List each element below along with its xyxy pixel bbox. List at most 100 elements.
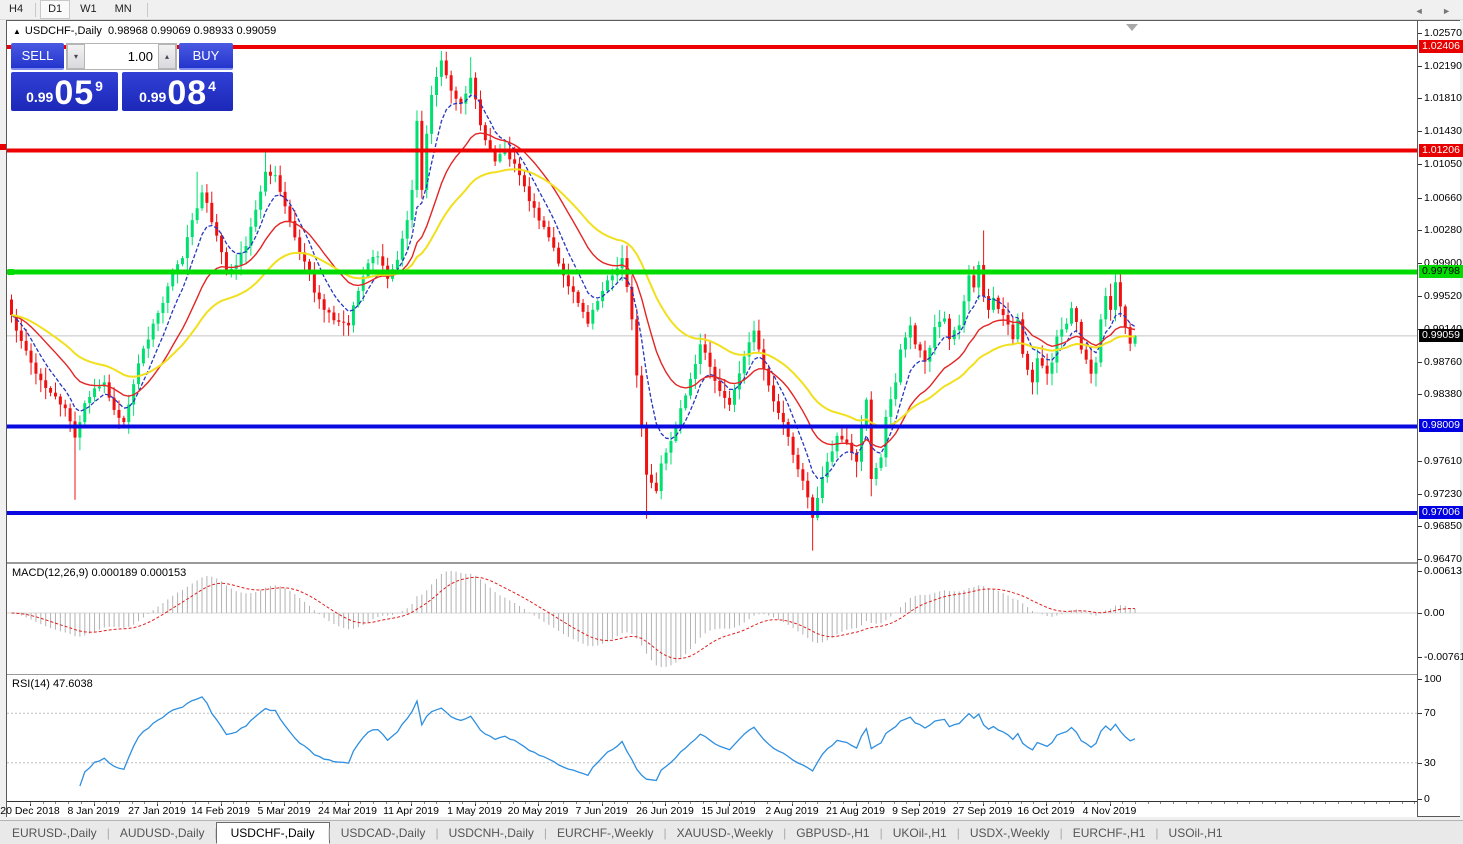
chevron-down-icon: ▾ xyxy=(73,52,78,61)
ma-mid-line xyxy=(11,132,1136,449)
chart-tab-audusddaily[interactable]: AUDUSD-,Daily xyxy=(119,826,205,840)
hline-handle[interactable] xyxy=(8,269,14,276)
macd-axis-label: 0.00 xyxy=(1424,607,1445,619)
price-tick xyxy=(1418,65,1422,67)
buy-price-prefix: 0.99 xyxy=(139,89,167,105)
time-tick-label: 27 Jan 2019 xyxy=(128,805,186,817)
chevron-up-icon: ▴ xyxy=(164,52,169,61)
time-tick xyxy=(1109,802,1111,806)
buy-price-point: 4 xyxy=(208,78,216,94)
sell-button[interactable]: SELL xyxy=(11,43,64,70)
chart-tab-bar: EURUSD-,Daily|AUDUSD-,Daily|USDCHF-,Dail… xyxy=(0,820,1463,844)
price-tick-label: 1.01430 xyxy=(1424,125,1462,138)
price-tick xyxy=(1418,98,1422,100)
price-tick xyxy=(1418,394,1422,396)
price-tick xyxy=(1418,526,1422,528)
price-tick xyxy=(1418,263,1422,265)
chart-shift-marker-icon[interactable] xyxy=(1126,24,1138,31)
buy-button[interactable]: BUY xyxy=(179,43,233,70)
time-tick-label: 21 Aug 2019 xyxy=(826,805,885,817)
price-tick-label: 0.96470 xyxy=(1424,553,1462,566)
one-click-trading-panel: SELL ▾ 1.00 ▴ BUY 0.99 05 9 0.99 08 4 xyxy=(11,43,233,111)
chart-tab-usdxweekly[interactable]: USDX-,Weekly xyxy=(969,826,1050,840)
tab-scroll-arrows[interactable]: ◄ ► xyxy=(1414,6,1459,16)
price-pane[interactable] xyxy=(7,21,1417,562)
hline-left-handle[interactable] xyxy=(0,144,6,150)
time-tick-label: 27 Sep 2019 xyxy=(952,805,1013,817)
price-tick-label: 1.02190 xyxy=(1424,59,1462,72)
time-tick-label: 14 Feb 2019 xyxy=(191,805,250,817)
sell-price-prefix: 0.99 xyxy=(26,89,54,105)
time-tick-label: 16 Oct 2019 xyxy=(1017,805,1075,817)
buy-price-pips: 08 xyxy=(167,74,208,112)
price-tick-label: 1.00660 xyxy=(1424,191,1462,204)
volume-increase-button[interactable]: ▴ xyxy=(158,44,176,69)
time-tick xyxy=(538,802,539,806)
time-tick-label: 26 Jun 2019 xyxy=(636,805,694,817)
macd-signal-line xyxy=(11,576,1136,660)
chart-tab-usoilh1[interactable]: USOil-,H1 xyxy=(1168,826,1223,840)
time-axis[interactable]: 20 Dec 2018 8 Jan 2019 27 Jan 2019 14 Feb 2… xyxy=(0,801,1417,817)
collapse-panel-icon[interactable]: ▲ xyxy=(13,27,21,36)
chart-plot-area[interactable]: 20 Dec 2018 8 Jan 2019 27 Jan 2019 14 Feb 2… xyxy=(0,21,1459,817)
price-level-badge: 0.98009 xyxy=(1419,419,1463,433)
chart-tab-usdchfdaily[interactable]: USDCHF-,Daily xyxy=(215,821,330,844)
rsi-axis-label: 0 xyxy=(1424,793,1430,805)
macd-pane[interactable] xyxy=(7,564,1417,674)
macd-indicator-label: MACD(12,26,9) 0.000189 0.000153 xyxy=(12,567,187,579)
volume-decrease-button[interactable]: ▾ xyxy=(67,44,85,69)
price-level-badge: 0.99798 xyxy=(1419,265,1463,279)
time-tick xyxy=(792,802,793,806)
price-level-badge: 1.01206 xyxy=(1419,143,1463,157)
price-tick xyxy=(1418,197,1422,199)
timeframe-button-h4[interactable]: H4 xyxy=(9,3,24,15)
macd-histogram xyxy=(15,571,1136,667)
time-tick-label: 24 Mar 2019 xyxy=(318,805,377,817)
price-tick xyxy=(1418,164,1422,166)
timeframe-button-w1[interactable]: W1 xyxy=(80,3,97,15)
buy-price-display[interactable]: 0.99 08 4 xyxy=(122,72,233,111)
chart-tab-eurusddaily[interactable]: EURUSD-,Daily xyxy=(12,826,97,840)
chart-tab-ukoilh1[interactable]: UKOil-,H1 xyxy=(892,826,947,840)
time-tick-label: 4 Nov 2019 xyxy=(1082,805,1137,817)
candles xyxy=(10,50,1137,551)
time-tick-label: 7 Jun 2019 xyxy=(575,805,628,817)
timeframe-toolbar: H4 D1 W1 MN xyxy=(0,0,1463,20)
price-tick xyxy=(1418,559,1422,561)
timeframe-button-d1[interactable]: D1 xyxy=(40,0,71,19)
price-tick xyxy=(1418,493,1422,495)
price-level-badge: 0.99059 xyxy=(1419,328,1463,342)
rsi-pane[interactable] xyxy=(7,675,1417,801)
rsi-line xyxy=(79,696,1136,787)
chart-tab-gbpusdh1[interactable]: GBPUSD-,H1 xyxy=(796,826,870,840)
chart-title: ▲ USDCHF-,Daily 0.98968 0.99069 0.98933 0… xyxy=(13,25,276,37)
ma-fast-line xyxy=(11,94,1136,479)
time-tick xyxy=(665,802,666,806)
price-level-badge: 1.02406 xyxy=(1419,40,1463,53)
price-tick xyxy=(1418,460,1422,462)
rsi-axis-label: 70 xyxy=(1424,707,1436,719)
price-tick-label: 1.01810 xyxy=(1424,92,1462,105)
time-tick xyxy=(982,802,984,806)
time-tick xyxy=(601,802,603,806)
chart-tab-xauusdweekly[interactable]: XAUUSD-,Weekly xyxy=(676,826,774,840)
time-tick-label: 20 Dec 2018 xyxy=(0,805,60,817)
macd-axis-label: 0.00613 xyxy=(1424,565,1462,577)
price-tick xyxy=(1418,296,1422,298)
price-tick xyxy=(1418,361,1422,363)
time-tick xyxy=(284,802,285,806)
price-axis[interactable]: 1.02570 1.02190 1.01810 1.01430 1.01050 1.006… xyxy=(1417,21,1463,816)
time-tick-label: 8 Jan 2019 xyxy=(67,805,120,817)
time-tick xyxy=(411,802,412,806)
chart-tab-eurchfweekly[interactable]: EURCHF-,Weekly xyxy=(557,826,654,840)
chart-tab-usdcnhdaily[interactable]: USDCNH-,Daily xyxy=(448,826,534,840)
price-tick-label: 1.00280 xyxy=(1424,224,1462,237)
chart-tab-usdcaddaily[interactable]: USDCAD-,Daily xyxy=(340,826,426,840)
time-tick xyxy=(157,802,158,806)
timeframe-button-mn[interactable]: MN xyxy=(114,3,132,15)
price-tick-label: 1.02570 xyxy=(1424,26,1462,39)
chart-tab-eurchfh1[interactable]: EURCHF-,H1 xyxy=(1072,826,1146,840)
volume-input[interactable]: 1.00 xyxy=(85,44,158,69)
sell-price-display[interactable]: 0.99 05 9 xyxy=(11,72,118,111)
time-tick-label: 15 Jul 2019 xyxy=(701,805,756,817)
